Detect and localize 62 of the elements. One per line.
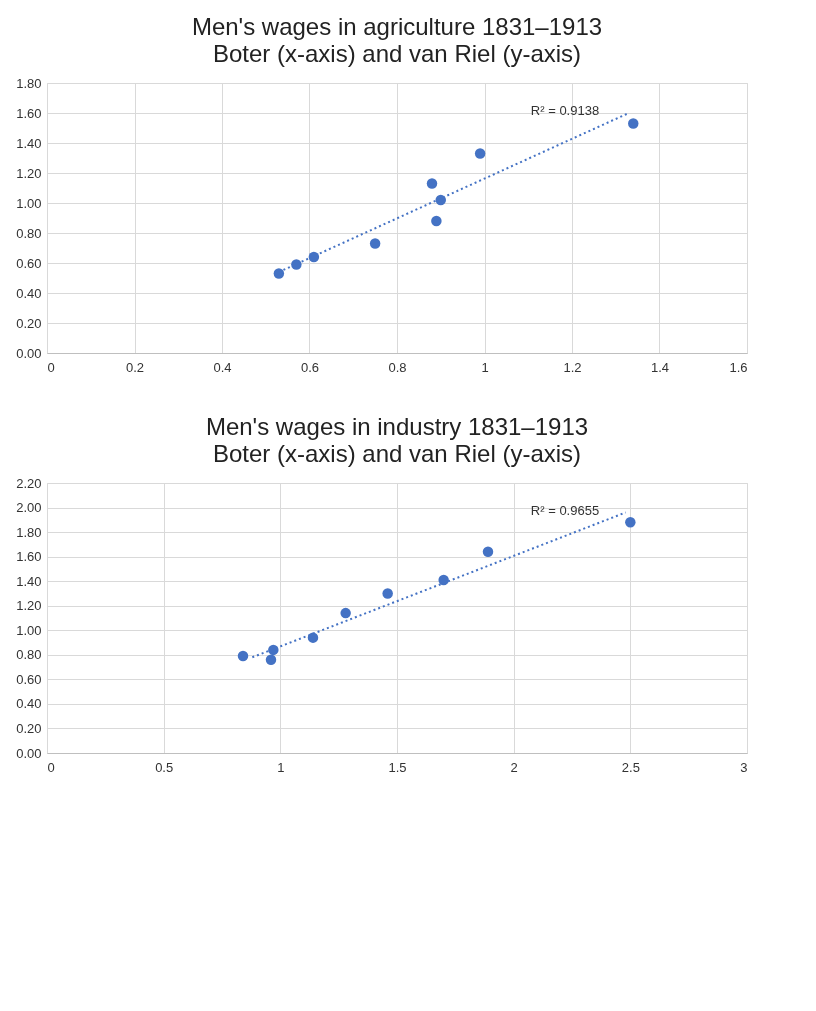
x-tick-label: 0.8 — [388, 359, 407, 375]
y-tick-label: 0.40 — [16, 285, 42, 301]
point — [438, 574, 449, 586]
point — [482, 546, 494, 557]
point — [426, 178, 438, 189]
x-tick-label: 1 — [481, 359, 489, 375]
x-tick-label: 0.5 — [155, 759, 174, 775]
chart-title: Men's wages in agriculture 1831–1913 — [191, 13, 603, 40]
y-tick-label: 1.00 — [16, 622, 42, 638]
point — [628, 118, 639, 129]
y-tick-label: 0.20 — [16, 315, 42, 331]
y-tick-label: 0.40 — [16, 696, 42, 712]
point — [431, 215, 442, 227]
point — [265, 654, 277, 665]
y-tick-label: 0.00 — [16, 345, 42, 361]
chart-subtitle: Boter (x-axis) and van Riel (y-axis) — [212, 440, 582, 467]
point — [308, 251, 320, 263]
y-tick-label: 1.00 — [16, 195, 42, 211]
x-tick-label: 2.5 — [621, 759, 640, 775]
x-tick-label: 1 — [277, 759, 285, 775]
x-tick-label: 0 — [47, 759, 55, 775]
point — [237, 650, 249, 662]
y-tick-label: 1.40 — [16, 573, 42, 589]
x-tick-label: 0.4 — [213, 359, 232, 375]
x-tick-label: 3 — [740, 759, 748, 775]
point — [474, 148, 486, 159]
point — [369, 238, 381, 249]
y-tick-label: 0.60 — [16, 255, 42, 271]
x-tick-label: 1.2 — [563, 359, 582, 375]
point — [273, 268, 285, 279]
y-tick-label: 1.60 — [16, 105, 42, 121]
x-tick-label: 2 — [510, 759, 518, 775]
point — [340, 607, 351, 619]
x-tick-label: 1.4 — [650, 359, 670, 375]
y-tick-label: 1.20 — [16, 598, 42, 614]
y-tick-label: 2.00 — [16, 500, 42, 516]
y-tick-label: 1.80 — [16, 75, 42, 91]
point — [268, 644, 279, 656]
y-tick-label: 1.40 — [16, 135, 42, 151]
y-tick-label: 0.20 — [16, 720, 42, 736]
chart-subtitle: Boter (x-axis) and van Riel (y-axis) — [212, 40, 582, 67]
annotation: R² = 0.9138 — [530, 103, 600, 118]
point — [625, 517, 636, 528]
x-tick-label: 0.2 — [125, 359, 145, 375]
y-tick-label: 0.80 — [16, 225, 42, 241]
point — [382, 588, 393, 599]
x-tick-label: 0 — [47, 359, 55, 375]
annotation: R² = 0.9655 — [530, 503, 600, 518]
point — [291, 259, 302, 270]
y-tick-label: 1.80 — [16, 524, 42, 540]
point — [435, 194, 446, 206]
x-tick-label: 1.5 — [388, 759, 407, 775]
chart-title: Men's wages in industry 1831–1913 — [205, 413, 589, 440]
x-tick-label: 1.6 — [729, 359, 748, 375]
y-tick-label: 0.60 — [16, 671, 42, 687]
y-tick-label: 0.00 — [16, 745, 42, 761]
y-tick-label: 0.80 — [16, 647, 42, 663]
x-tick-label: 0.6 — [300, 359, 320, 375]
y-tick-label: 2.20 — [16, 475, 42, 491]
y-tick-label: 1.60 — [16, 549, 42, 565]
y-tick-label: 1.20 — [16, 165, 42, 181]
point — [307, 632, 319, 643]
